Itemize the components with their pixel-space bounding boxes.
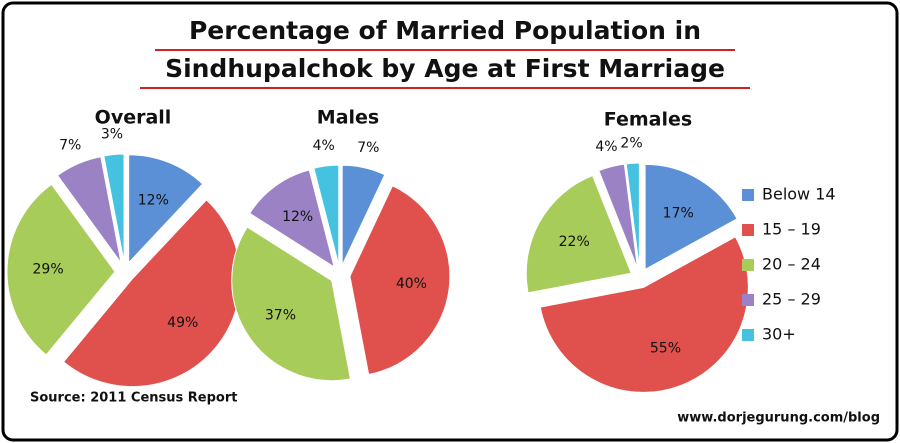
legend-swatch (742, 294, 754, 306)
legend-label: 20 – 24 (762, 255, 821, 274)
data-label: 22% (559, 234, 590, 250)
pie-slice (56, 156, 122, 264)
legend-swatch (742, 329, 754, 341)
pie-slice (525, 174, 632, 294)
legend-label: 30+ (762, 325, 796, 344)
pie-title: Overall (95, 107, 172, 129)
chart-title: Sindhupalchok by Age at First Marriage (165, 54, 725, 83)
credit: www.dorjegurung.com/blog (677, 411, 880, 426)
pie-slice (103, 153, 125, 263)
data-label: 7% (59, 137, 81, 153)
data-label: 12% (282, 209, 313, 225)
pie-slice (313, 164, 340, 266)
data-label: 37% (265, 307, 296, 323)
legend-swatch (742, 259, 754, 271)
data-label: 49% (167, 315, 198, 331)
data-label: 4% (595, 139, 617, 155)
data-label: 40% (396, 276, 427, 292)
source: Source: 2011 Census Report (30, 391, 237, 406)
data-label: 12% (138, 192, 169, 208)
pie-slice (248, 169, 335, 269)
data-label: 17% (663, 205, 694, 221)
pie-title: Males (317, 107, 379, 129)
pie-slice (644, 163, 738, 271)
pie-slice (598, 163, 639, 269)
pie-slice (6, 183, 116, 356)
pie-title: Females (604, 109, 692, 131)
legend-label: Below 14 (762, 185, 836, 204)
pie-slice (62, 199, 241, 388)
chart-title: Percentage of Married Population in (189, 16, 701, 45)
pie-slice (349, 185, 451, 376)
data-label: 2% (620, 135, 642, 151)
legend-label: 15 – 19 (762, 220, 821, 239)
data-label: 3% (101, 127, 123, 143)
pie-slice (128, 154, 204, 264)
legend-swatch (742, 224, 754, 236)
legend-swatch (742, 189, 754, 201)
data-label: 4% (313, 138, 335, 154)
data-label: 29% (33, 262, 64, 278)
pie-slice (625, 162, 640, 269)
pie-slice (231, 226, 352, 382)
data-label: 7% (357, 140, 379, 156)
legend-label: 25 – 29 (762, 290, 821, 309)
pie-slice (341, 164, 386, 266)
data-label: 55% (650, 341, 681, 357)
pie-slice (539, 236, 749, 393)
